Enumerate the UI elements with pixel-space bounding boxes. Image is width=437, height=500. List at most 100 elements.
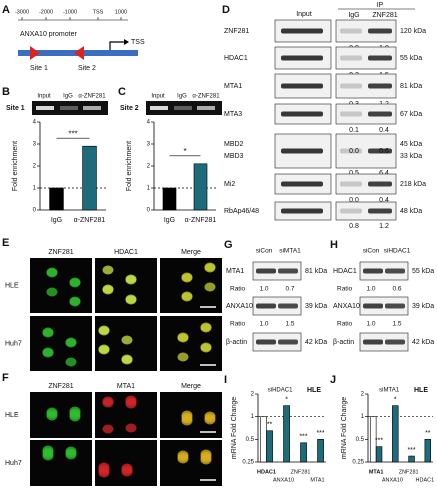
panel-letter: E <box>2 237 9 249</box>
label: HDAC1 <box>224 55 248 62</box>
nucleus <box>181 272 193 282</box>
nucleus <box>65 357 77 367</box>
x-tick-label: ANXA10 <box>382 477 403 483</box>
band <box>363 268 383 274</box>
site-marker <box>74 46 84 60</box>
bar <box>266 430 273 463</box>
band <box>340 55 362 61</box>
ratio: 0.0 <box>349 148 359 155</box>
label: β-actin <box>226 339 247 346</box>
row-label: HLE <box>5 412 19 419</box>
significance: *** <box>316 430 324 437</box>
band <box>150 106 168 110</box>
y-tick-label: 0.5 <box>356 437 365 443</box>
label: ANXA10 promoter <box>20 31 77 38</box>
label: Site 2 <box>78 65 96 72</box>
label: IgG <box>348 12 359 19</box>
panel-letter: A <box>2 4 10 16</box>
band <box>368 208 392 214</box>
y-tick-label: 2 <box>147 164 151 170</box>
label: 81 kDa <box>305 268 327 275</box>
ratio: 1.0 <box>259 286 268 293</box>
band <box>385 339 405 345</box>
nucleus <box>69 296 81 306</box>
blot <box>335 173 397 195</box>
nucleus <box>125 395 137 405</box>
band <box>368 181 392 187</box>
band <box>278 268 298 274</box>
label: Ratio <box>337 286 353 293</box>
ratio: 0.5 <box>349 170 359 177</box>
y-tick-label: 0.5 <box>246 437 255 443</box>
blot <box>359 296 409 316</box>
micrograph <box>160 316 222 371</box>
nucleus <box>98 325 110 335</box>
nucleus <box>42 347 54 357</box>
label: Site 1 <box>6 105 25 112</box>
blot <box>359 261 409 281</box>
label: TSS <box>131 39 145 46</box>
label: 42 kDa <box>305 339 327 346</box>
band <box>60 106 78 110</box>
band <box>256 268 276 274</box>
legend-label: siHDAC1 <box>268 388 293 394</box>
label: MTA3 <box>224 111 242 118</box>
ratio: 6.4 <box>379 170 389 177</box>
ratio: 0.7 <box>285 286 294 293</box>
lane-label: siMTA1 <box>279 248 301 255</box>
nucleus <box>69 406 81 416</box>
nucleus <box>46 407 58 417</box>
column-label: ZNF281 <box>48 249 73 256</box>
band <box>385 268 405 274</box>
y-tick-label: 4 <box>33 120 37 126</box>
label: 81 kDa <box>400 83 422 90</box>
label: Site 2 <box>120 105 139 112</box>
band <box>368 111 392 117</box>
band <box>340 148 362 154</box>
label: MBD2 <box>224 141 244 148</box>
band <box>340 111 362 117</box>
nucleus <box>181 410 193 420</box>
gel <box>146 101 222 115</box>
x-tick-label: HDAC1 <box>257 469 276 475</box>
blot <box>335 103 397 125</box>
y-axis-label: Fold enrichment <box>126 141 133 191</box>
ratio: 1.0 <box>259 321 268 328</box>
nucleus <box>200 342 212 352</box>
axis-label: 1000 <box>115 9 127 15</box>
y-tick-label: 0.25 <box>352 460 364 466</box>
label: 39 kDa <box>305 303 327 310</box>
label: Ratio <box>337 321 353 328</box>
blot <box>252 296 302 316</box>
nucleus <box>204 282 216 292</box>
blot <box>335 19 397 43</box>
panel-letter: H <box>330 239 338 251</box>
nucleus <box>177 450 189 460</box>
nucleus <box>42 327 54 337</box>
label: 55 kDa <box>412 268 434 275</box>
label: Mi2 <box>224 181 235 188</box>
lane-label: α-ZNF281 <box>192 94 220 100</box>
band <box>281 28 323 34</box>
band <box>197 106 215 110</box>
nucleus <box>177 352 189 362</box>
ratio: 1.5 <box>392 321 401 328</box>
band <box>368 83 392 89</box>
blot <box>252 332 302 352</box>
nucleus <box>204 411 216 421</box>
nucleus <box>42 445 54 455</box>
bar <box>392 405 399 463</box>
ratio: 0.4 <box>379 197 389 204</box>
y-tick-label: 3 <box>33 142 37 148</box>
panel-letter: F <box>2 372 9 384</box>
bar <box>408 455 415 463</box>
band <box>385 303 405 309</box>
ratio: 1.0 <box>366 321 375 328</box>
y-tick-label: 1 <box>33 186 37 192</box>
axis-label: TSS <box>93 9 104 15</box>
ratio: 0.6 <box>379 148 389 155</box>
bar <box>317 439 324 463</box>
y-tick-label: 0.25 <box>242 460 254 466</box>
band <box>340 181 362 187</box>
micrograph <box>160 440 222 486</box>
